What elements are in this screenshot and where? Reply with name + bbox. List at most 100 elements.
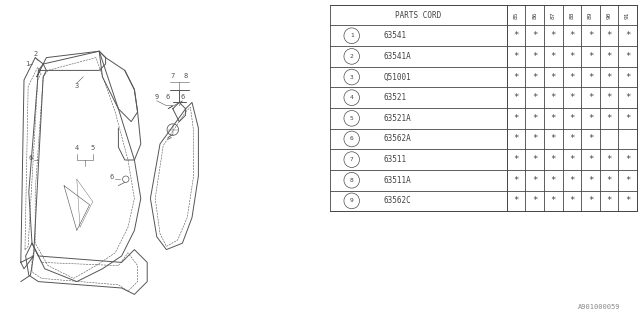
Text: 63511: 63511 bbox=[383, 155, 406, 164]
Text: 91: 91 bbox=[625, 12, 630, 19]
Text: 63511A: 63511A bbox=[383, 176, 411, 185]
Text: 63562A: 63562A bbox=[383, 134, 411, 143]
Text: *: * bbox=[550, 93, 556, 102]
Text: *: * bbox=[550, 52, 556, 61]
Text: 5: 5 bbox=[91, 145, 95, 151]
Text: 87: 87 bbox=[551, 12, 556, 19]
Text: *: * bbox=[513, 114, 519, 123]
Text: *: * bbox=[625, 73, 630, 82]
Text: 90: 90 bbox=[607, 12, 611, 19]
Text: *: * bbox=[588, 73, 593, 82]
Text: *: * bbox=[625, 52, 630, 61]
Text: *: * bbox=[513, 155, 519, 164]
Text: *: * bbox=[625, 93, 630, 102]
Text: *: * bbox=[588, 52, 593, 61]
Text: Q51001: Q51001 bbox=[383, 73, 411, 82]
Text: *: * bbox=[625, 155, 630, 164]
Text: *: * bbox=[532, 31, 538, 40]
Text: 4: 4 bbox=[350, 95, 353, 100]
Text: 1: 1 bbox=[25, 61, 29, 67]
Text: *: * bbox=[513, 73, 519, 82]
Text: A901000059: A901000059 bbox=[579, 304, 621, 310]
Text: *: * bbox=[532, 52, 538, 61]
Text: *: * bbox=[588, 155, 593, 164]
Text: 8: 8 bbox=[184, 73, 188, 79]
Text: *: * bbox=[550, 31, 556, 40]
Text: *: * bbox=[532, 93, 538, 102]
Text: 63541A: 63541A bbox=[383, 52, 411, 61]
Text: 5: 5 bbox=[350, 116, 353, 121]
Text: 2: 2 bbox=[33, 52, 37, 57]
Text: 7: 7 bbox=[350, 157, 353, 162]
Text: *: * bbox=[569, 176, 575, 185]
Text: *: * bbox=[569, 52, 575, 61]
Text: *: * bbox=[532, 73, 538, 82]
Text: 86: 86 bbox=[532, 12, 537, 19]
Text: *: * bbox=[513, 196, 519, 205]
Text: *: * bbox=[569, 73, 575, 82]
Text: 6: 6 bbox=[166, 94, 170, 100]
Text: 85: 85 bbox=[514, 12, 519, 19]
Text: 3: 3 bbox=[350, 75, 353, 80]
Text: *: * bbox=[606, 31, 612, 40]
Text: *: * bbox=[513, 31, 519, 40]
Text: *: * bbox=[625, 196, 630, 205]
Text: *: * bbox=[606, 114, 612, 123]
Text: 63562C: 63562C bbox=[383, 196, 411, 205]
Text: 1: 1 bbox=[350, 33, 353, 38]
Text: *: * bbox=[569, 134, 575, 143]
Text: *: * bbox=[588, 134, 593, 143]
Text: *: * bbox=[513, 52, 519, 61]
Text: *: * bbox=[532, 176, 538, 185]
Text: 63521: 63521 bbox=[383, 93, 406, 102]
Text: 88: 88 bbox=[570, 12, 574, 19]
Text: *: * bbox=[550, 196, 556, 205]
Text: *: * bbox=[625, 31, 630, 40]
Text: *: * bbox=[569, 93, 575, 102]
Text: *: * bbox=[588, 93, 593, 102]
Text: 6: 6 bbox=[180, 94, 184, 100]
Text: *: * bbox=[588, 176, 593, 185]
Text: *: * bbox=[569, 155, 575, 164]
Text: *: * bbox=[588, 114, 593, 123]
Text: *: * bbox=[606, 155, 612, 164]
Text: *: * bbox=[625, 114, 630, 123]
Text: 9: 9 bbox=[350, 198, 353, 204]
Text: *: * bbox=[550, 155, 556, 164]
Bar bbox=[330, 5, 637, 211]
Text: *: * bbox=[569, 196, 575, 205]
Text: 4: 4 bbox=[75, 145, 79, 151]
Text: *: * bbox=[606, 52, 612, 61]
Text: *: * bbox=[532, 196, 538, 205]
Text: 7: 7 bbox=[171, 73, 175, 79]
Text: 8: 8 bbox=[350, 178, 353, 183]
Text: *: * bbox=[569, 31, 575, 40]
Text: *: * bbox=[606, 176, 612, 185]
Text: *: * bbox=[588, 31, 593, 40]
Text: 9: 9 bbox=[155, 94, 159, 100]
Text: *: * bbox=[625, 176, 630, 185]
Text: *: * bbox=[532, 155, 538, 164]
Text: PARTS CORD: PARTS CORD bbox=[395, 11, 442, 20]
Text: *: * bbox=[532, 134, 538, 143]
Text: *: * bbox=[606, 93, 612, 102]
Text: 6: 6 bbox=[28, 155, 33, 161]
Text: 3: 3 bbox=[75, 84, 79, 89]
Text: *: * bbox=[550, 114, 556, 123]
Text: *: * bbox=[606, 73, 612, 82]
Text: 6: 6 bbox=[350, 136, 353, 141]
Text: *: * bbox=[550, 134, 556, 143]
Text: 63521A: 63521A bbox=[383, 114, 411, 123]
Text: *: * bbox=[513, 93, 519, 102]
Text: *: * bbox=[588, 196, 593, 205]
Text: 6: 6 bbox=[110, 174, 114, 180]
Text: *: * bbox=[569, 114, 575, 123]
Text: *: * bbox=[550, 176, 556, 185]
Text: *: * bbox=[513, 134, 519, 143]
Text: *: * bbox=[513, 176, 519, 185]
Text: *: * bbox=[550, 73, 556, 82]
Text: *: * bbox=[532, 114, 538, 123]
Text: *: * bbox=[606, 196, 612, 205]
Text: 63541: 63541 bbox=[383, 31, 406, 40]
Text: 2: 2 bbox=[350, 54, 353, 59]
